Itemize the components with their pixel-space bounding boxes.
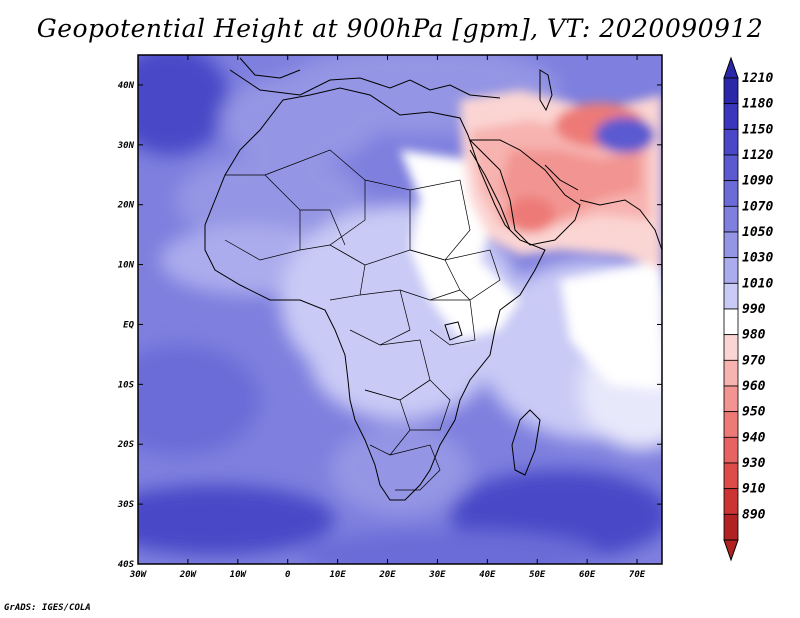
colorbar-top-arrow (723, 56, 739, 79)
colorbar-swatch (723, 334, 739, 361)
country-borders (224, 149, 501, 491)
colorbar-swatch (723, 77, 739, 105)
colorbar-swatch (723, 205, 739, 233)
colorbar-label: 1210 (742, 71, 773, 86)
colorbar-label: 890 (742, 507, 766, 522)
colorbar-label: 970 (742, 353, 766, 368)
lat-tick-label: 20S (117, 440, 135, 450)
colorbar-swatch (723, 308, 739, 336)
colorbar-swatch (723, 359, 739, 387)
colorbar-swatch (723, 154, 739, 182)
lat-tick-label: 40N (118, 81, 135, 91)
colorbar-label: 1180 (742, 97, 773, 112)
lon-tick-label: 30W (129, 570, 148, 580)
colorbar-label: 1050 (742, 225, 773, 240)
lat-tick-label: EQ (123, 320, 134, 330)
colorbar-bottom-arrow (723, 539, 739, 562)
lon-tick-label: 70E (629, 570, 646, 580)
lon-tick-label: 0 (285, 570, 291, 580)
colorbar-label: 1030 (742, 251, 773, 266)
colorbar-swatch (723, 103, 739, 130)
colorbar-swatch (723, 231, 739, 259)
colorbar: 1210 1180 1150 1120 1090 1070 1050 1030 1010 990 9… (723, 56, 773, 562)
lon-tick-label: 30E (428, 570, 446, 580)
colorbar-swatch (723, 282, 739, 310)
map-title: Geopotential Height at 900hPa [gpm], VT:… (36, 14, 764, 43)
lon-tick-label: 10W (230, 570, 248, 580)
coastlines (204, 57, 662, 501)
colorbar-label: 930 (742, 456, 766, 471)
colorbar-swatch (723, 436, 739, 464)
lat-tick-label: 10N (118, 261, 135, 271)
colorbar-swatch (723, 462, 739, 490)
colorbar-swatch (723, 411, 739, 438)
colorbar-label: 990 (742, 302, 766, 317)
lat-tick-label: 20N (117, 201, 135, 211)
colorbar-label: 960 (742, 379, 766, 394)
grads-credit: GrADS: IGES/COLA (4, 603, 91, 613)
colorbar-swatch (723, 488, 739, 515)
colorbar-label: 1070 (742, 199, 773, 214)
colorbar-swatch (723, 128, 739, 156)
colorbar-label: 1010 (742, 276, 773, 291)
map-frame (137, 54, 663, 565)
colorbar-label: 940 (742, 430, 766, 445)
lat-tick-label: 10S (118, 380, 135, 390)
lon-tick-label: 60E (579, 570, 596, 580)
lat-tick-label: 40S (118, 560, 135, 570)
colorbar-label: 1090 (742, 174, 773, 189)
lat-tick-label: 30N (117, 141, 135, 151)
height-field (138, 55, 662, 564)
lon-tick-label: 20W (179, 570, 198, 580)
lon-tick-label: 20E (378, 570, 396, 580)
lon-ticks: 30W 20W 10W 0 10E 20E 30E 40E 50E 60E 70E (129, 55, 646, 580)
colorbar-label: 910 (742, 482, 766, 497)
colorbar-label: 1150 (742, 122, 773, 137)
colorbar-swatch (723, 180, 739, 207)
colorbar-swatch (723, 385, 739, 413)
colorbar-label: 1120 (742, 148, 773, 163)
colorbar-swatch (723, 257, 739, 284)
lat-tick-label: 30S (117, 500, 135, 510)
colorbar-swatch (723, 513, 739, 541)
lon-tick-label: 10E (329, 570, 346, 580)
lon-tick-label: 40E (479, 570, 496, 580)
lon-tick-label: 50E (529, 570, 546, 580)
lat-ticks: 40N 30N 20N 10N EQ 10S 20S 30S 40S (117, 81, 662, 570)
colorbar-label: 980 (742, 328, 766, 343)
colorbar-label: 950 (742, 405, 766, 420)
